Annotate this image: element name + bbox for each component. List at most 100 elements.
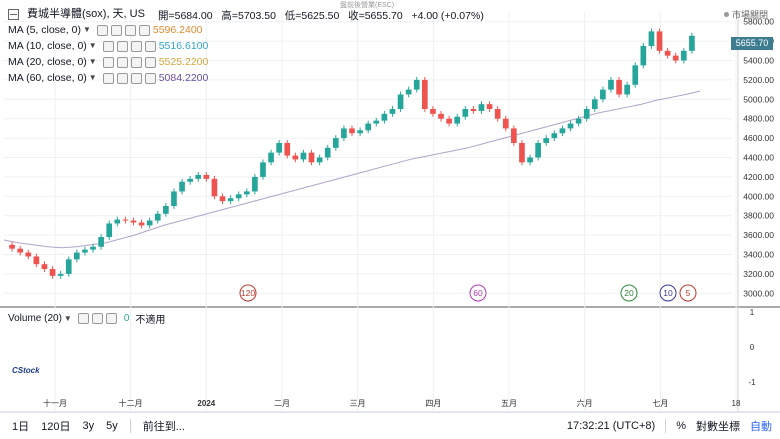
eye-icon[interactable] [77, 313, 89, 324]
ma20-legend[interactable]: MA (20, close, 0) ▼ 5525.2200 [8, 56, 209, 68]
candle-body [405, 89, 412, 95]
candle-body [502, 118, 509, 129]
divider [129, 419, 131, 433]
candle-body [211, 178, 218, 197]
candle-body [462, 109, 469, 117]
percent-button[interactable]: % [676, 420, 686, 432]
goto-button[interactable]: 前往到... [142, 421, 185, 433]
candle-body [227, 198, 234, 202]
more-icon[interactable] [138, 24, 150, 36]
candle-body [575, 118, 582, 124]
candle-body [82, 249, 88, 253]
price-tick: 5400.00 [743, 56, 774, 66]
candles [9, 28, 695, 279]
candle-body [163, 206, 169, 214]
close-icon[interactable] [124, 24, 136, 36]
session-note: 盤前後營業(ESC) [340, 2, 395, 9]
auto-scale-button[interactable]: 自動 [750, 421, 772, 433]
price-tick: 3600.00 [743, 230, 774, 240]
volume-tick: 0 [750, 343, 755, 352]
period-marker: 60 [469, 284, 487, 302]
candle-body [567, 123, 574, 129]
price-axis[interactable]: 5800.005600.005400.005200.005000.004800.… [743, 17, 774, 299]
chevron-down-icon[interactable]: ▼ [88, 41, 97, 50]
chevron-down-icon[interactable]: ▼ [82, 25, 91, 34]
candle-body [260, 162, 266, 177]
candle-body [535, 142, 541, 158]
candle-body [74, 252, 80, 260]
range-3y-button[interactable]: 3y [82, 420, 95, 432]
candle-body [154, 213, 161, 221]
cstock-logo: CStock [12, 366, 40, 375]
log-scale-button[interactable]: 對數坐標 [696, 421, 740, 433]
settings-icon[interactable] [91, 313, 103, 324]
candle-body [511, 128, 517, 143]
volume-value: 0 [123, 313, 130, 324]
more-icon[interactable] [144, 40, 156, 52]
candle-body [179, 181, 185, 192]
candle-body [195, 174, 202, 179]
candle-body [583, 109, 590, 119]
candle-body [171, 191, 177, 206]
close-icon[interactable] [105, 313, 117, 324]
settings-icon[interactable] [116, 56, 128, 68]
candle-body [446, 118, 452, 124]
candle-body [324, 147, 331, 158]
range-120d-button[interactable]: 120日 [41, 421, 71, 433]
candle-body [243, 191, 250, 195]
time-axis[interactable]: 十一月 十二月 2024 二月 三月 四月 五月 六月 七月 18 [43, 398, 741, 408]
time-tick: 四月 [425, 399, 441, 408]
settings-icon[interactable] [110, 24, 122, 36]
candle-body [90, 246, 96, 250]
candle-body [235, 194, 242, 199]
close-icon[interactable] [130, 40, 142, 52]
chevron-down-icon[interactable]: ▼ [63, 314, 72, 323]
clock: 17:32:21 (UTC+8) [566, 420, 656, 432]
period-marker: 10 [659, 284, 677, 302]
close-icon[interactable] [130, 56, 142, 68]
eye-icon[interactable] [96, 24, 108, 36]
candle-body [430, 109, 436, 114]
more-icon[interactable] [144, 56, 156, 68]
candle-body [292, 155, 299, 160]
price-tick: 5000.00 [743, 94, 774, 104]
volume-legend[interactable]: Volume (20) ▼ 0 不適用 [8, 313, 166, 326]
candle-body [106, 223, 113, 238]
more-icon[interactable] [144, 72, 156, 84]
legend: 費城半導體(sox), 天, US MA (5, close, 0) ▼ 5596… [8, 6, 216, 86]
ma10-legend[interactable]: MA (10, close, 0) ▼ 5516.6100 [8, 40, 209, 52]
candle-body [543, 138, 550, 143]
ma60-legend[interactable]: MA (60, close, 0) ▼ 5084.2200 [8, 72, 209, 84]
eye-icon[interactable] [102, 56, 114, 68]
ma5-legend[interactable]: MA (5, close, 0) ▼ 5596.2400 [8, 24, 203, 36]
ohlc-readout: 開=5684.00 高=5703.50 低=5625.50 收=5655.70 … [158, 10, 484, 22]
symbol-title: 費城半導體(sox), 天, US [27, 8, 145, 20]
candle-body [640, 45, 647, 66]
close-icon[interactable] [130, 72, 142, 84]
candle-body [300, 152, 307, 160]
candle-body [373, 120, 380, 124]
range-5y-button[interactable]: 5y [106, 420, 118, 432]
eye-icon[interactable] [102, 72, 114, 84]
candle-body [478, 104, 485, 111]
candle-body [632, 65, 639, 85]
price-tick: 3200.00 [743, 269, 774, 279]
candle-body [680, 50, 687, 61]
chevron-down-icon[interactable]: ▼ [88, 73, 97, 82]
market-status: 市場關閉 [723, 8, 768, 21]
eye-icon[interactable] [102, 40, 114, 52]
settings-icon[interactable] [116, 40, 128, 52]
candle-body [187, 178, 193, 182]
candle-body [130, 220, 137, 223]
time-tick: 三月 [350, 399, 366, 408]
range-1d-button[interactable]: 1日 [12, 421, 30, 433]
collapse-legend-icon[interactable] [8, 8, 19, 20]
candle-body [203, 174, 210, 179]
settings-icon[interactable] [116, 72, 128, 84]
price-tick: 4400.00 [743, 153, 774, 163]
chevron-down-icon[interactable]: ▼ [88, 57, 97, 66]
price-tick: 4200.00 [743, 172, 774, 182]
candle-body [519, 142, 525, 163]
